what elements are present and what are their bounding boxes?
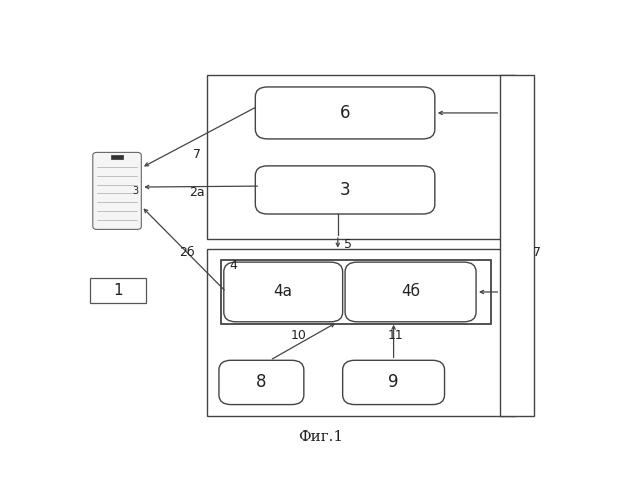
Text: 4б: 4б	[401, 284, 420, 300]
Text: 3: 3	[340, 181, 351, 199]
Bar	[111, 154, 123, 160]
Text: 4а: 4а	[274, 284, 293, 300]
FancyBboxPatch shape	[345, 262, 476, 322]
Text: 7: 7	[533, 246, 541, 259]
Text: 9: 9	[388, 374, 399, 392]
FancyBboxPatch shape	[93, 152, 141, 230]
Text: 8: 8	[256, 374, 267, 392]
Text: Фиг.1: Фиг.1	[298, 430, 344, 444]
FancyBboxPatch shape	[219, 360, 304, 405]
Text: 2а: 2а	[189, 186, 205, 200]
FancyBboxPatch shape	[224, 262, 342, 322]
Bar	[90, 278, 146, 302]
Bar	[222, 260, 491, 324]
Text: 7: 7	[193, 148, 201, 161]
FancyBboxPatch shape	[342, 360, 444, 405]
Text: 4: 4	[230, 260, 237, 272]
Text: 6: 6	[340, 104, 351, 122]
Bar	[207, 76, 515, 239]
Text: 2б: 2б	[180, 246, 195, 259]
FancyBboxPatch shape	[255, 166, 435, 214]
Bar	[207, 248, 515, 416]
Text: 1: 1	[113, 282, 123, 298]
Text: 5: 5	[344, 238, 352, 250]
Text: 10: 10	[291, 329, 307, 342]
Text: 3: 3	[133, 186, 138, 196]
Text: 11: 11	[388, 329, 404, 342]
Bar	[500, 76, 534, 416]
FancyBboxPatch shape	[255, 87, 435, 139]
